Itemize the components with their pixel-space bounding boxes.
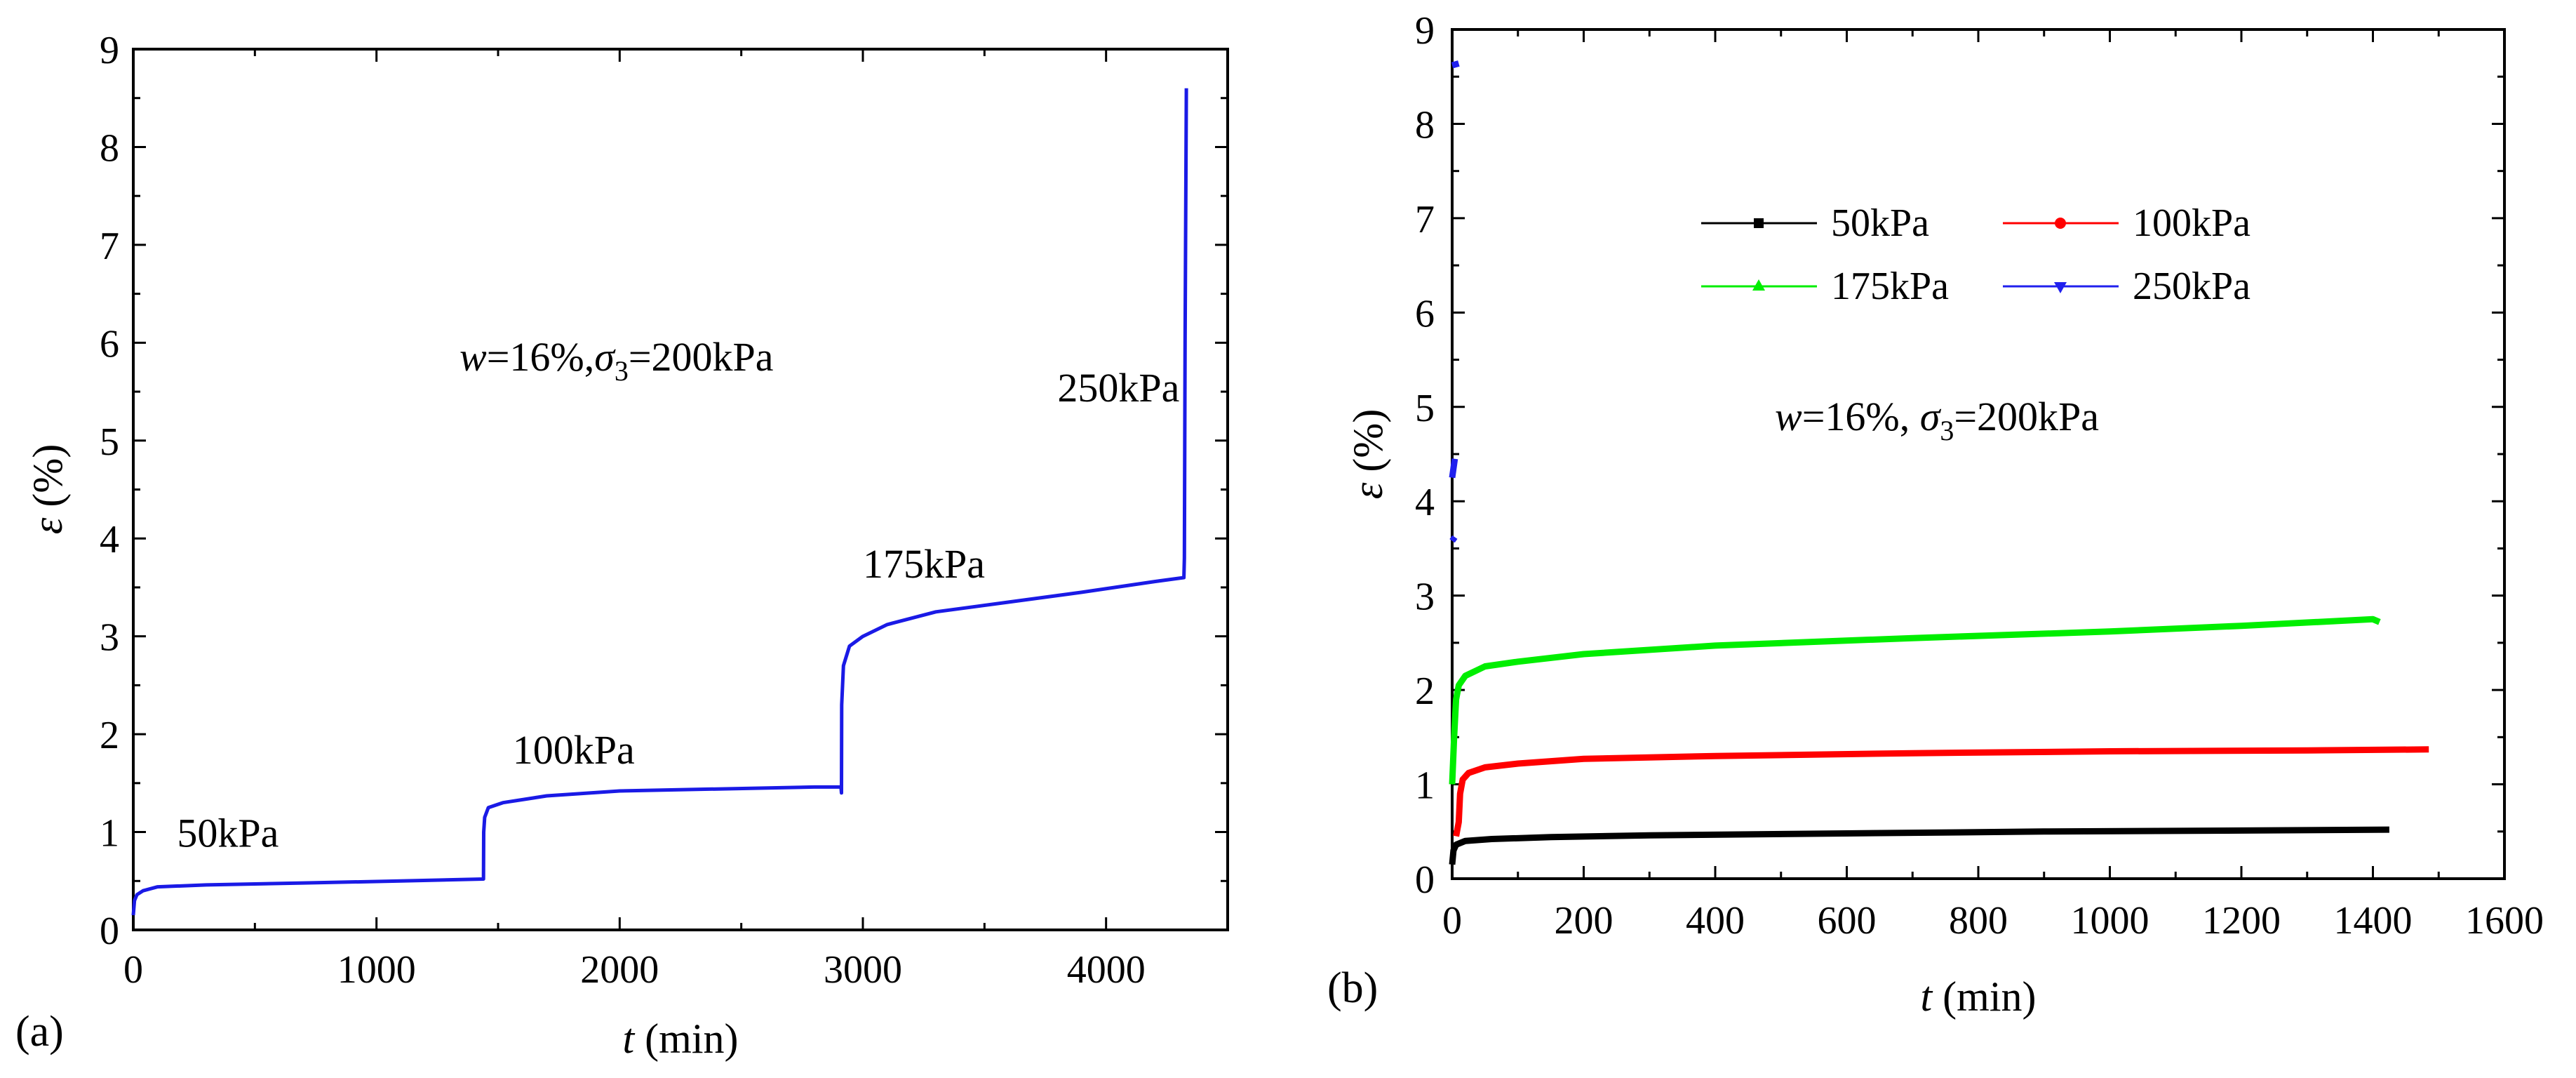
legend-entry-50kpa: 50kPa bbox=[1701, 201, 1929, 245]
panel-a-ticks bbox=[132, 48, 1228, 931]
series-line-50kpa bbox=[1449, 826, 2389, 865]
b-ytick-label: 2 bbox=[1415, 670, 1435, 713]
legend-label-250kpa: 250kPa bbox=[2133, 265, 2250, 308]
panel-a-x-tick-labels: 0 1000 2000 3000 4000 bbox=[123, 948, 1146, 992]
legend-label-50kpa: 50kPa bbox=[1831, 201, 1929, 245]
a-y-axis-title: ε (%) bbox=[25, 444, 71, 535]
panel-b-x-tick-labels: 0 200 400 600 800 1000 1200 1400 1600 bbox=[1442, 899, 2544, 943]
b-condition-annotation: w=16%, σ3=200kPa bbox=[1775, 394, 2099, 446]
panel-a: 0 1000 2000 3000 4000 0 1 2 3 4 5 6 7 8 … bbox=[15, 29, 1229, 1062]
a-xtick-label: 1000 bbox=[337, 948, 416, 992]
b-ytick-label: 1 bbox=[1415, 764, 1435, 808]
legend-label-175kpa: 175kPa bbox=[1831, 265, 1949, 308]
legend-marker-triangle-down bbox=[2054, 282, 2067, 293]
b-ytick-label: 8 bbox=[1415, 103, 1435, 147]
a-x-axis-title: t (min) bbox=[623, 1016, 739, 1062]
panel-a-series bbox=[131, 88, 1188, 916]
legend-marker-triangle-up bbox=[1752, 279, 1765, 291]
panel-b-ticks bbox=[1451, 28, 2506, 880]
a-xtick-label: 2000 bbox=[580, 948, 659, 992]
a-ytick-label: 0 bbox=[100, 910, 119, 953]
series-line-250kpa bbox=[1449, 535, 1458, 543]
panel-b-y-tick-labels: 0 1 2 3 4 5 6 7 8 9 bbox=[1415, 9, 1435, 902]
legend-entry-175kpa: 175kPa bbox=[1701, 265, 1949, 308]
b-xtick-label: 600 bbox=[1818, 899, 1877, 943]
a-stage-label-100kpa: 100kPa bbox=[513, 727, 635, 773]
a-xtick-label: 4000 bbox=[1067, 948, 1146, 992]
a-ytick-label: 1 bbox=[100, 812, 119, 856]
b-xtick-label: 200 bbox=[1555, 899, 1614, 943]
a-ytick-label: 7 bbox=[100, 225, 119, 268]
b-ytick-label: 5 bbox=[1415, 387, 1435, 430]
b-xtick-label: 1400 bbox=[2334, 899, 2413, 943]
a-stage-labels: 50kPa 100kPa 175kPa 250kPa bbox=[177, 365, 1179, 856]
series-line-100kpa bbox=[1453, 746, 2429, 837]
a-stage-label-175kpa: 175kPa bbox=[863, 541, 985, 587]
a-stage-label-250kpa: 250kPa bbox=[1057, 365, 1179, 411]
a-ytick-label: 8 bbox=[100, 126, 119, 170]
b-xtick-label: 800 bbox=[1949, 899, 2008, 943]
a-condition-annotation: w=16%,σ3=200kPa bbox=[459, 334, 774, 387]
panel-a-y-tick-labels: 0 1 2 3 4 5 6 7 8 9 bbox=[100, 29, 119, 953]
legend-entry-100kpa: 100kPa bbox=[2003, 201, 2250, 245]
legend-label-100kpa: 100kPa bbox=[2133, 201, 2250, 245]
b-ytick-label: 9 bbox=[1415, 9, 1435, 53]
legend-entry-250kpa: 250kPa bbox=[2003, 265, 2250, 308]
series-line-250kpa bbox=[1449, 458, 1458, 479]
a-xtick-label: 0 bbox=[123, 948, 143, 992]
b-y-axis-title: ε (%) bbox=[1345, 409, 1391, 500]
panel-label-b: (b) bbox=[1327, 964, 1378, 1012]
series-line-creep-curve bbox=[131, 88, 1188, 916]
a-ytick-label: 6 bbox=[100, 322, 119, 366]
legend-marker-square bbox=[1754, 218, 1764, 228]
a-stage-label-50kpa: 50kPa bbox=[177, 810, 279, 856]
a-ytick-label: 4 bbox=[100, 518, 119, 561]
panel-b: 0 200 400 600 800 1000 1200 1400 1600 0 … bbox=[1327, 9, 2544, 1020]
b-ytick-label: 3 bbox=[1415, 575, 1435, 619]
b-legend: 50kPa 100kPa 175kPa 250kPa bbox=[1701, 201, 2250, 308]
b-ytick-label: 7 bbox=[1415, 198, 1435, 241]
series-line-250kpa bbox=[1451, 60, 1460, 69]
b-x-axis-title: t (min) bbox=[1921, 973, 2037, 1020]
b-xtick-label: 0 bbox=[1442, 899, 1462, 943]
a-ytick-label: 9 bbox=[100, 29, 119, 72]
panel-label-a: (a) bbox=[15, 1008, 64, 1056]
a-ytick-label: 3 bbox=[100, 616, 119, 660]
b-xtick-label: 1200 bbox=[2202, 899, 2281, 943]
series-line-175kpa bbox=[1449, 615, 2381, 785]
panel-b-series bbox=[1449, 60, 2429, 865]
a-ytick-label: 5 bbox=[100, 420, 119, 464]
a-xtick-label: 3000 bbox=[824, 948, 902, 992]
legend-marker-circle bbox=[2055, 218, 2066, 229]
b-ytick-label: 6 bbox=[1415, 292, 1435, 335]
b-ytick-label: 4 bbox=[1415, 481, 1435, 524]
b-ytick-label: 0 bbox=[1415, 858, 1435, 902]
b-xtick-label: 1000 bbox=[2071, 899, 2149, 943]
a-ytick-label: 2 bbox=[100, 714, 119, 757]
b-xtick-label: 400 bbox=[1686, 899, 1745, 943]
b-xtick-label: 1600 bbox=[2465, 899, 2544, 943]
